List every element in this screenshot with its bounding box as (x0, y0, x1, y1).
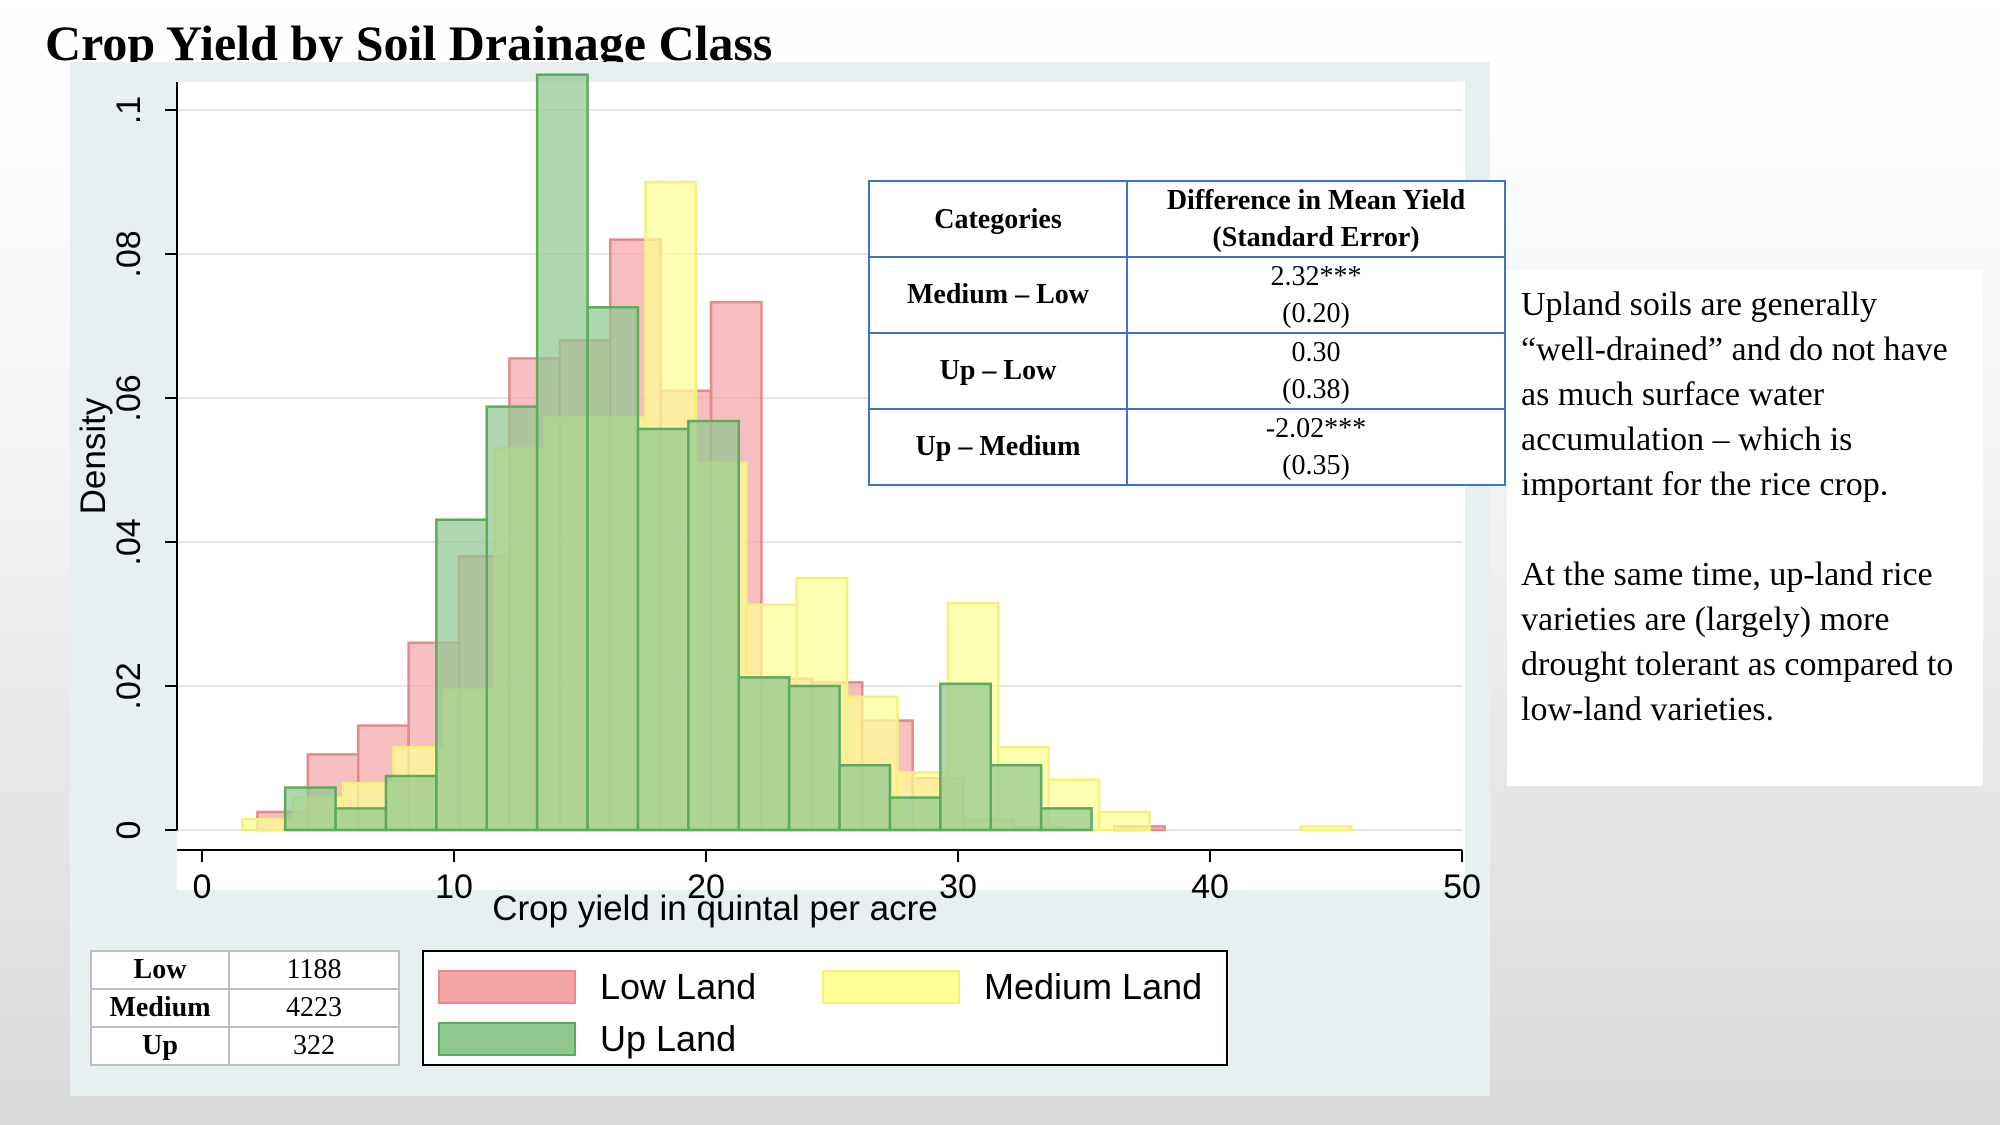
category-cell: Up – Medium (868, 408, 1128, 486)
histogram-bar (1299, 825, 1353, 832)
histogram-bar (535, 73, 589, 832)
y-tick-label: 0 (110, 821, 148, 840)
histogram-bar (435, 518, 489, 832)
count-row: Low 1188 (90, 950, 400, 990)
legend-item-medium-land: Medium Land (822, 966, 1202, 1008)
slide-title: Crop Yield by Soil Drainage Class (45, 15, 773, 71)
diff-table-row: Up – Low 0.30 (0.38) (868, 332, 1506, 410)
difference-cell: 2.32*** (0.20) (1126, 256, 1506, 334)
histogram-bar (636, 427, 690, 832)
legend-label-up-land: Up Land (600, 1018, 737, 1059)
difference-header-line1: Difference in Mean Yield (1166, 185, 1466, 216)
diff-table-row: Up – Medium -2.02*** (0.35) (868, 408, 1506, 486)
legend-item-low-land: Low Land (438, 966, 756, 1008)
count-value: 322 (228, 1026, 400, 1066)
standard-error-value: (0.20) (1282, 298, 1350, 329)
count-row: Up 322 (90, 1026, 400, 1066)
histogram-bar (283, 786, 337, 832)
legend-label-low-land: Low Land (600, 966, 757, 1007)
note-paragraph: Upland soils are generally “well-drained… (1521, 286, 1948, 503)
count-value: 4223 (228, 988, 400, 1028)
histogram-bars (241, 73, 1353, 832)
difference-header-line2: (Standard Error) (1212, 222, 1420, 253)
diff-table-header: Categories Difference in Mean Yield (Sta… (868, 180, 1506, 258)
legend-swatch-low-land (438, 970, 576, 1004)
count-label: Up (90, 1026, 230, 1066)
histogram-bar (687, 419, 741, 832)
axis-ticks: 0 .02 .04 .06 .08 .1 0 10 20 30 40 50 (110, 96, 1481, 906)
histogram-bar (888, 796, 942, 832)
y-tick-label: .06 (110, 374, 148, 421)
difference-value: -2.02*** (1265, 413, 1367, 444)
standard-error-value: (0.35) (1282, 450, 1350, 481)
y-tick-label: .1 (110, 96, 148, 124)
histogram-bar (939, 682, 993, 832)
x-tick-label: 0 (193, 868, 212, 906)
y-tick-label: .04 (110, 518, 148, 565)
legend-label-medium-land: Medium Land (984, 966, 1203, 1007)
chart-legend: Low Land Medium Land Up Land (422, 950, 1228, 1066)
note-paragraph: At the same time, up-land rice varieties… (1521, 556, 1954, 728)
category-cell: Medium – Low (868, 256, 1128, 334)
y-axis-label: Density (74, 397, 113, 514)
histogram-bar (787, 684, 841, 832)
histogram-bar (737, 676, 791, 832)
difference-cell: 0.30 (0.38) (1126, 332, 1506, 410)
histogram-bar (838, 763, 892, 832)
histogram-bar (1039, 807, 1093, 832)
histogram-bar (384, 774, 438, 832)
categories-header: Categories (868, 180, 1128, 258)
y-tick-label: .02 (110, 662, 148, 709)
standard-error-value: (0.38) (1282, 374, 1350, 405)
x-axis-label: Crop yield in quintal per acre (492, 889, 938, 928)
count-label: Low (90, 950, 230, 990)
histogram-bar (485, 405, 539, 832)
histogram-bar (989, 763, 1043, 832)
count-value: 1188 (228, 950, 400, 990)
y-tick-label: .08 (110, 230, 148, 277)
chart-frame: 0 .02 .04 .06 .08 .1 0 10 20 30 40 50 Crop yield in… (70, 62, 1506, 1096)
diff-table-row: Medium – Low 2.32*** (0.20) (868, 256, 1506, 334)
x-tick-label: 40 (1191, 868, 1229, 906)
legend-swatch-up-land (438, 1022, 576, 1056)
sample-count-table: Low 1188 Medium 4223 Up 322 (90, 950, 400, 1066)
explanation-note: Upland soils are generally “well-drained… (1507, 270, 1983, 786)
difference-cell: -2.02*** (0.35) (1126, 408, 1506, 486)
difference-header: Difference in Mean Yield (Standard Error… (1126, 180, 1506, 258)
count-label: Medium (90, 988, 230, 1028)
axes (176, 82, 1462, 851)
histogram-bar (586, 306, 640, 832)
legend-item-up-land: Up Land (438, 1018, 736, 1060)
mean-difference-table: Categories Difference in Mean Yield (Sta… (868, 180, 1506, 486)
count-row: Medium 4223 (90, 988, 400, 1028)
x-tick-label: 50 (1443, 868, 1481, 906)
category-cell: Up – Low (868, 332, 1128, 410)
x-tick-label: 20 (687, 868, 725, 906)
histogram-bar (1097, 810, 1151, 832)
difference-value: 0.30 (1291, 337, 1341, 368)
histogram-bar (334, 807, 388, 832)
legend-swatch-medium-land (822, 970, 960, 1004)
x-tick-label: 30 (939, 868, 977, 906)
difference-value: 2.32*** (1270, 261, 1362, 292)
x-tick-label: 10 (435, 868, 473, 906)
